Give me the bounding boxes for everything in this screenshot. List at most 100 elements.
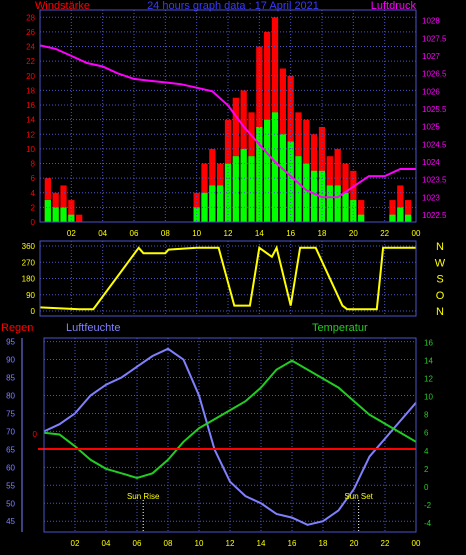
temperature-y-tick-label: 4 bbox=[424, 447, 429, 456]
wind-y-tick-label: 28 bbox=[26, 13, 35, 22]
humidity-line bbox=[43, 347, 417, 526]
wind-chart-grid bbox=[40, 10, 417, 223]
temperature-y-ticks: -4 -2 0 2 4 6 8 10 12 14 16 bbox=[424, 339, 433, 528]
humidity-x-tick-label: 06 bbox=[133, 539, 142, 548]
humidity-x-tick-label: 04 bbox=[102, 539, 111, 548]
humidity-x-tick-label: 02 bbox=[71, 539, 80, 548]
wind-gust-bar bbox=[397, 185, 404, 222]
wind-y-tick-label: 18 bbox=[26, 86, 35, 95]
humidity-y-tick-label: 55 bbox=[6, 481, 15, 490]
wind-gust-bar bbox=[405, 200, 412, 222]
humidity-x-tick-label: 10 bbox=[195, 539, 204, 548]
wind-x-tick-label: 08 bbox=[161, 229, 170, 238]
wind-avg-bar bbox=[248, 156, 255, 222]
direction-line bbox=[39, 244, 416, 311]
compass-label: N bbox=[436, 306, 444, 318]
wind-x-tick-label: 12 bbox=[224, 229, 233, 238]
direction-y-tick-label: 270 bbox=[22, 258, 36, 267]
wind-y-tick-label: 10 bbox=[26, 145, 35, 154]
wind-avg-bar bbox=[60, 207, 67, 222]
pressure-y-tick-label: 1025.5 bbox=[422, 105, 447, 114]
humidity-y-tick-label: 65 bbox=[6, 445, 15, 454]
humidity-y-tick-label: 85 bbox=[6, 374, 15, 383]
wind-y-tick-label: 6 bbox=[31, 174, 36, 183]
humidity-y-tick-label: 70 bbox=[6, 427, 15, 436]
compass-label: O bbox=[436, 290, 445, 302]
humidity-y-tick-label: 60 bbox=[6, 463, 15, 472]
temperature-y-tick-label: 16 bbox=[424, 339, 433, 348]
humidity-axis-label: Luftfeuchte bbox=[66, 322, 120, 334]
chart-title: 24 hours graph data : 17 April 2021 bbox=[147, 0, 319, 12]
compass-label: W bbox=[435, 257, 446, 269]
humidity-y-ticks: 45 50 55 60 65 70 75 80 85 90 95 bbox=[6, 338, 23, 532]
direction-y-tick-label: 90 bbox=[26, 291, 35, 300]
humidity-y-tick-label: 50 bbox=[6, 499, 15, 508]
sun-annotations: Sun Rise Sun Set bbox=[127, 492, 374, 532]
temperature-y-tick-label: 0 bbox=[424, 483, 429, 492]
temperature-y-tick-label: -4 bbox=[424, 519, 432, 528]
pressure-y-tick-label: 1026 bbox=[422, 87, 440, 96]
humidity-x-tick-label: 20 bbox=[350, 539, 359, 548]
direction-y-ticks: 0 90 180 270 360 bbox=[22, 242, 36, 316]
rain-zero-label: 0 bbox=[33, 430, 38, 439]
wind-x-tick-label: 14 bbox=[255, 229, 264, 238]
wind-y-tick-label: 0 bbox=[31, 218, 36, 227]
pressure-y-tick-label: 1026.5 bbox=[422, 70, 447, 79]
humidity-x-tick-label: 22 bbox=[381, 539, 390, 548]
pressure-y-tick-label: 1022.5 bbox=[422, 211, 447, 220]
wind-y-tick-label: 8 bbox=[31, 160, 36, 169]
wind-avg-bar bbox=[240, 148, 247, 222]
wind-gust-bar bbox=[389, 200, 396, 222]
wind-avg-bar bbox=[68, 214, 75, 222]
wind-x-ticks: 02 04 06 08 10 12 14 16 18 20 22 00 bbox=[67, 229, 421, 238]
wind-avg-bar bbox=[264, 119, 271, 222]
wind-bars bbox=[44, 17, 412, 223]
pressure-y-tick-label: 1028 bbox=[422, 17, 440, 26]
wind-avg-bar bbox=[256, 126, 263, 222]
direction-chart-frame bbox=[39, 240, 417, 317]
temperature-y-tick-label: 12 bbox=[424, 375, 433, 384]
wind-y-tick-label: 24 bbox=[26, 43, 35, 52]
wind-chart-frame bbox=[39, 9, 417, 223]
wind-avg-bar bbox=[209, 185, 216, 222]
wind-gust-bar bbox=[60, 185, 67, 222]
wind-avg-bar bbox=[217, 185, 224, 222]
wind-x-tick-label: 02 bbox=[67, 229, 76, 238]
humidity-y-tick-label: 75 bbox=[6, 409, 15, 418]
humidity-temperature-chart: Regen Luftfeuchte Temperatur 0 Sun Rise S… bbox=[1, 322, 433, 548]
pressure-line bbox=[39, 44, 416, 199]
wind-y-tick-label: 22 bbox=[26, 57, 35, 66]
rain-axis-label: Regen bbox=[1, 322, 33, 334]
wind-x-tick-label: 16 bbox=[286, 229, 295, 238]
humidity-y-tick-label: 95 bbox=[6, 338, 15, 347]
wind-y-tick-label: 14 bbox=[26, 116, 35, 125]
wind-avg-bar bbox=[52, 207, 59, 222]
wind-avg-bar bbox=[311, 170, 318, 222]
pressure-y-tick-label: 1024.5 bbox=[422, 140, 447, 149]
wind-avg-bar bbox=[295, 156, 302, 222]
wind-avg-bar bbox=[271, 112, 279, 222]
wind-avg-bar bbox=[397, 207, 404, 222]
temperature-y-tick-label: 2 bbox=[424, 465, 429, 474]
humidity-grid bbox=[44, 338, 417, 532]
wind-avg-bar bbox=[303, 163, 310, 222]
humidity-y-tick-label: 90 bbox=[6, 356, 15, 365]
wind-avg-bar bbox=[44, 200, 51, 222]
pressure-y-tick-label: 1024 bbox=[422, 158, 440, 167]
humidity-x-tick-label: 12 bbox=[226, 539, 235, 548]
wind-pressure-chart: Windstärke 24 hours graph data : 17 Apri… bbox=[26, 0, 447, 238]
temperature-line bbox=[43, 359, 417, 479]
wind-avg-bar bbox=[326, 185, 333, 222]
compass-label: S bbox=[436, 274, 443, 286]
wind-y-tick-label: 20 bbox=[26, 72, 35, 81]
pressure-y-tick-label: 1023.5 bbox=[422, 176, 447, 185]
temperature-y-tick-label: 14 bbox=[424, 357, 433, 366]
wind-x-tick-label: 22 bbox=[380, 229, 389, 238]
wind-avg-bar bbox=[342, 192, 349, 222]
pressure-axis-label: Luftdruck bbox=[371, 0, 417, 12]
pressure-y-tick-label: 1023 bbox=[422, 193, 440, 202]
